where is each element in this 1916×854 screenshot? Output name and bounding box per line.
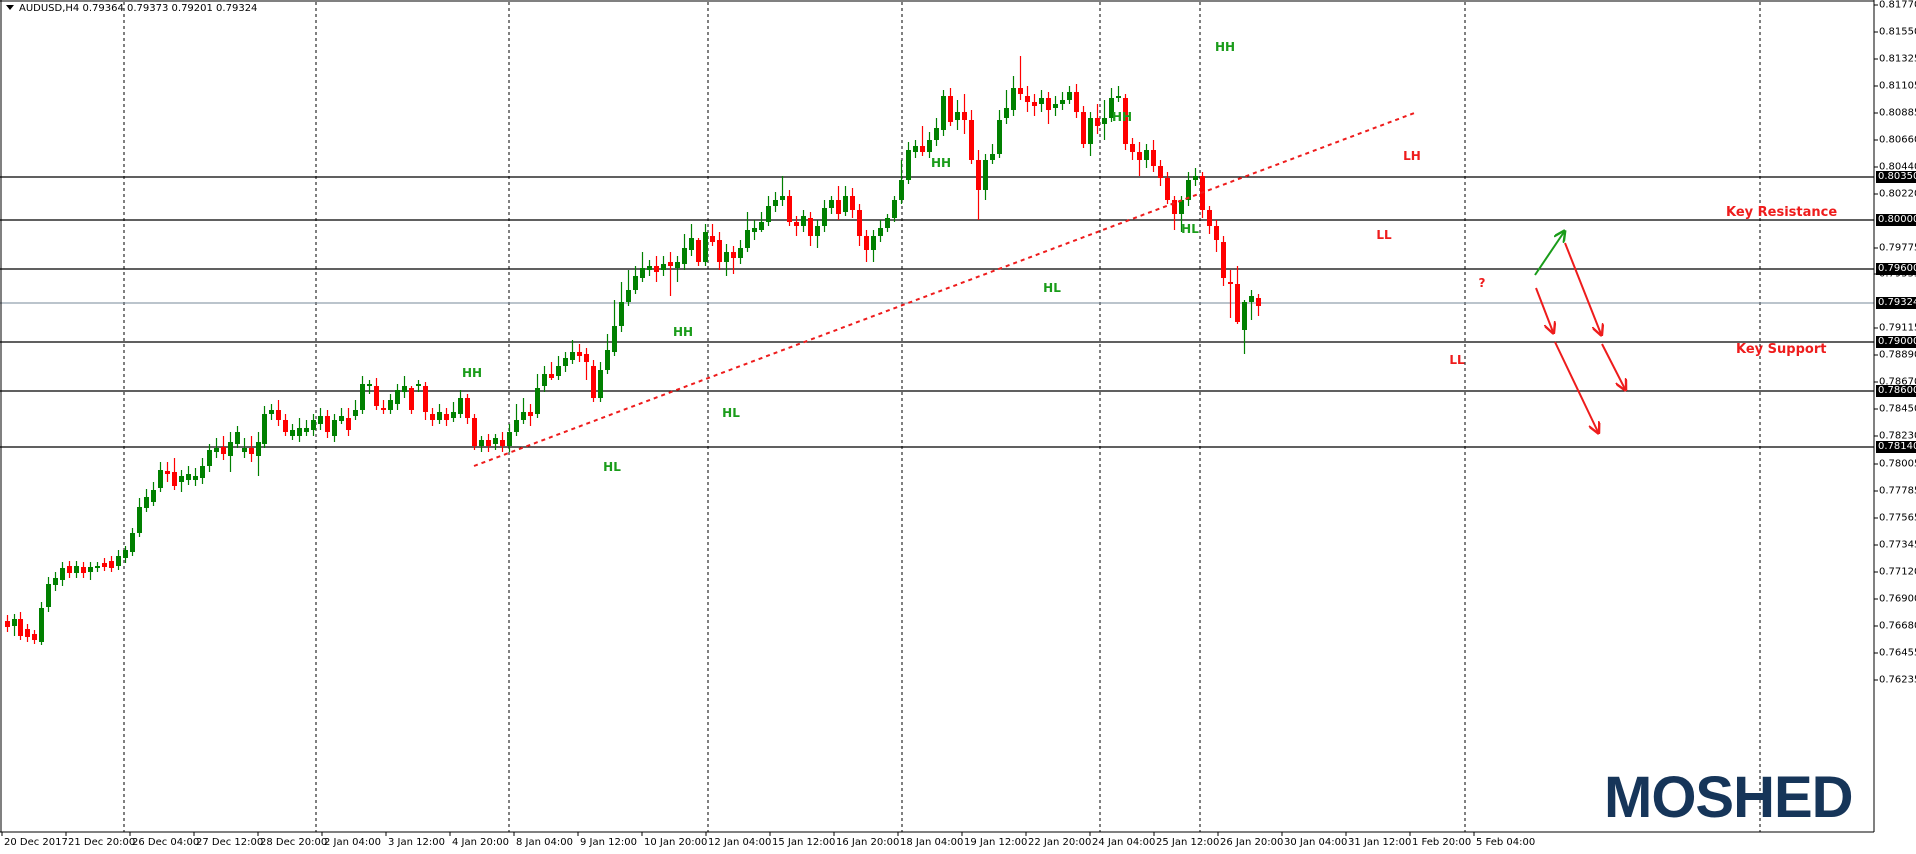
time-tick-marks — [1, 832, 1475, 836]
time-tick-label: 26 Jan 20:00 — [1220, 837, 1284, 848]
swing-label-hh: HH — [930, 156, 952, 170]
price-level-box: 0.78600 — [1876, 385, 1916, 397]
price-tick-label: 0.78005 — [1879, 458, 1916, 470]
time-tick-label: 15 Jan 12:00 — [772, 837, 836, 848]
time-tick-label: 4 Jan 20:00 — [452, 837, 509, 848]
time-tick-label: 26 Dec 04:00 — [132, 837, 200, 848]
price-level-box: 0.79324 — [1876, 297, 1916, 309]
symbol-ohlc: AUDUSD,H4 0.79364 0.79373 0.79201 0.7932… — [19, 3, 258, 14]
swing-label-hh: HH — [672, 325, 694, 339]
swing-label-question: ? — [1478, 276, 1486, 290]
moshed-logo: MOSHED — [1604, 765, 1854, 830]
horizontal-levels — [0, 176, 1874, 448]
price-level-box: 0.80350 — [1876, 171, 1916, 183]
swing-label-ll: LL — [1376, 228, 1392, 242]
price-tick-label: 0.77785 — [1879, 485, 1916, 497]
time-tick-label: 5 Feb 04:00 — [1476, 837, 1536, 848]
swing-label-hh: HH — [461, 366, 483, 380]
time-tick-label: 10 Jan 20:00 — [644, 837, 708, 848]
price-tick-label: 0.80885 — [1879, 107, 1916, 119]
price-tick-label: 0.76235 — [1879, 674, 1916, 686]
projection-arrows — [1534, 232, 1625, 432]
time-tick-label: 24 Jan 04:00 — [1092, 837, 1156, 848]
candlesticks — [5, 56, 1261, 645]
price-level-box: 0.79000 — [1876, 336, 1916, 348]
swing-label-ll: LL — [1449, 353, 1465, 367]
price-tick-label: 0.79115 — [1879, 322, 1916, 334]
time-tick-label: 2 Jan 04:00 — [324, 837, 381, 848]
time-tick-label: 25 Jan 12:00 — [1156, 837, 1220, 848]
price-tick-label: 0.76455 — [1879, 647, 1916, 659]
time-tick-label: 3 Jan 12:00 — [388, 837, 445, 848]
time-tick-label: 28 Dec 20:00 — [260, 837, 328, 848]
price-tick-marks — [1874, 4, 1878, 681]
price-level-box: 0.78140 — [1876, 441, 1916, 453]
price-tick-label: 0.79775 — [1879, 242, 1916, 254]
time-tick-label: 12 Jan 04:00 — [708, 837, 772, 848]
time-tick-label: 31 Jan 12:00 — [1348, 837, 1412, 848]
time-tick-label: 18 Jan 04:00 — [900, 837, 964, 848]
time-tick-label: 9 Jan 12:00 — [580, 837, 637, 848]
swing-label-hl: HL — [1181, 222, 1199, 236]
key-resistance-label: Key Resistance — [1726, 205, 1838, 220]
dropdown-triangle-icon[interactable] — [6, 5, 14, 10]
price-level-box: 0.80000 — [1876, 214, 1916, 226]
time-tick-label: 22 Jan 20:00 — [1028, 837, 1092, 848]
time-tick-label: 19 Jan 12:00 — [964, 837, 1028, 848]
key-support-label: Key Support — [1736, 342, 1827, 357]
price-tick-label: 0.81325 — [1879, 53, 1916, 65]
time-tick-label: 20 Dec 2017 — [4, 837, 68, 848]
time-tick-label: 1 Feb 20:00 — [1412, 837, 1472, 848]
swing-label-hh: HH — [1111, 110, 1133, 124]
time-tick-label: 30 Jan 04:00 — [1284, 837, 1348, 848]
swing-label-hl: HL — [722, 406, 740, 420]
swing-label-hh: HH — [1214, 40, 1236, 54]
time-tick-label: 27 Dec 12:00 — [196, 837, 264, 848]
chart-title[interactable]: AUDUSD,H4 0.79364 0.79373 0.79201 0.7932… — [6, 3, 257, 14]
swing-label-hl: HL — [603, 460, 621, 474]
swing-label-hl: HL — [1043, 281, 1061, 295]
vertical-period-separators — [123, 2, 1761, 832]
time-tick-label: 16 Jan 20:00 — [836, 837, 900, 848]
price-level-box: 0.79600 — [1876, 263, 1916, 275]
time-tick-label: 8 Jan 04:00 — [516, 837, 573, 848]
price-tick-label: 0.77565 — [1879, 512, 1916, 524]
price-tick-label: 0.77345 — [1879, 539, 1916, 551]
price-tick-label: 0.81105 — [1879, 80, 1916, 92]
swing-label-lh: LH — [1403, 149, 1421, 163]
time-tick-label: 21 Dec 20:00 — [68, 837, 136, 848]
